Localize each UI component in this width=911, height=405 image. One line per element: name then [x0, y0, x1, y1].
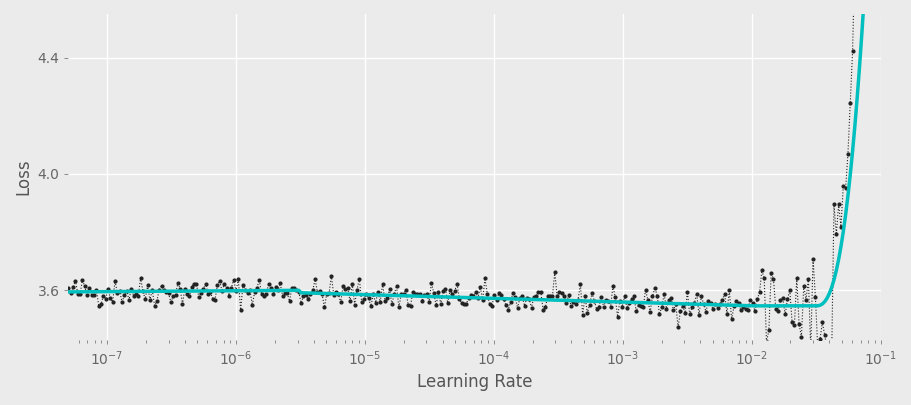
Y-axis label: Loss: Loss [14, 159, 32, 195]
X-axis label: Learning Rate: Learning Rate [416, 373, 532, 391]
